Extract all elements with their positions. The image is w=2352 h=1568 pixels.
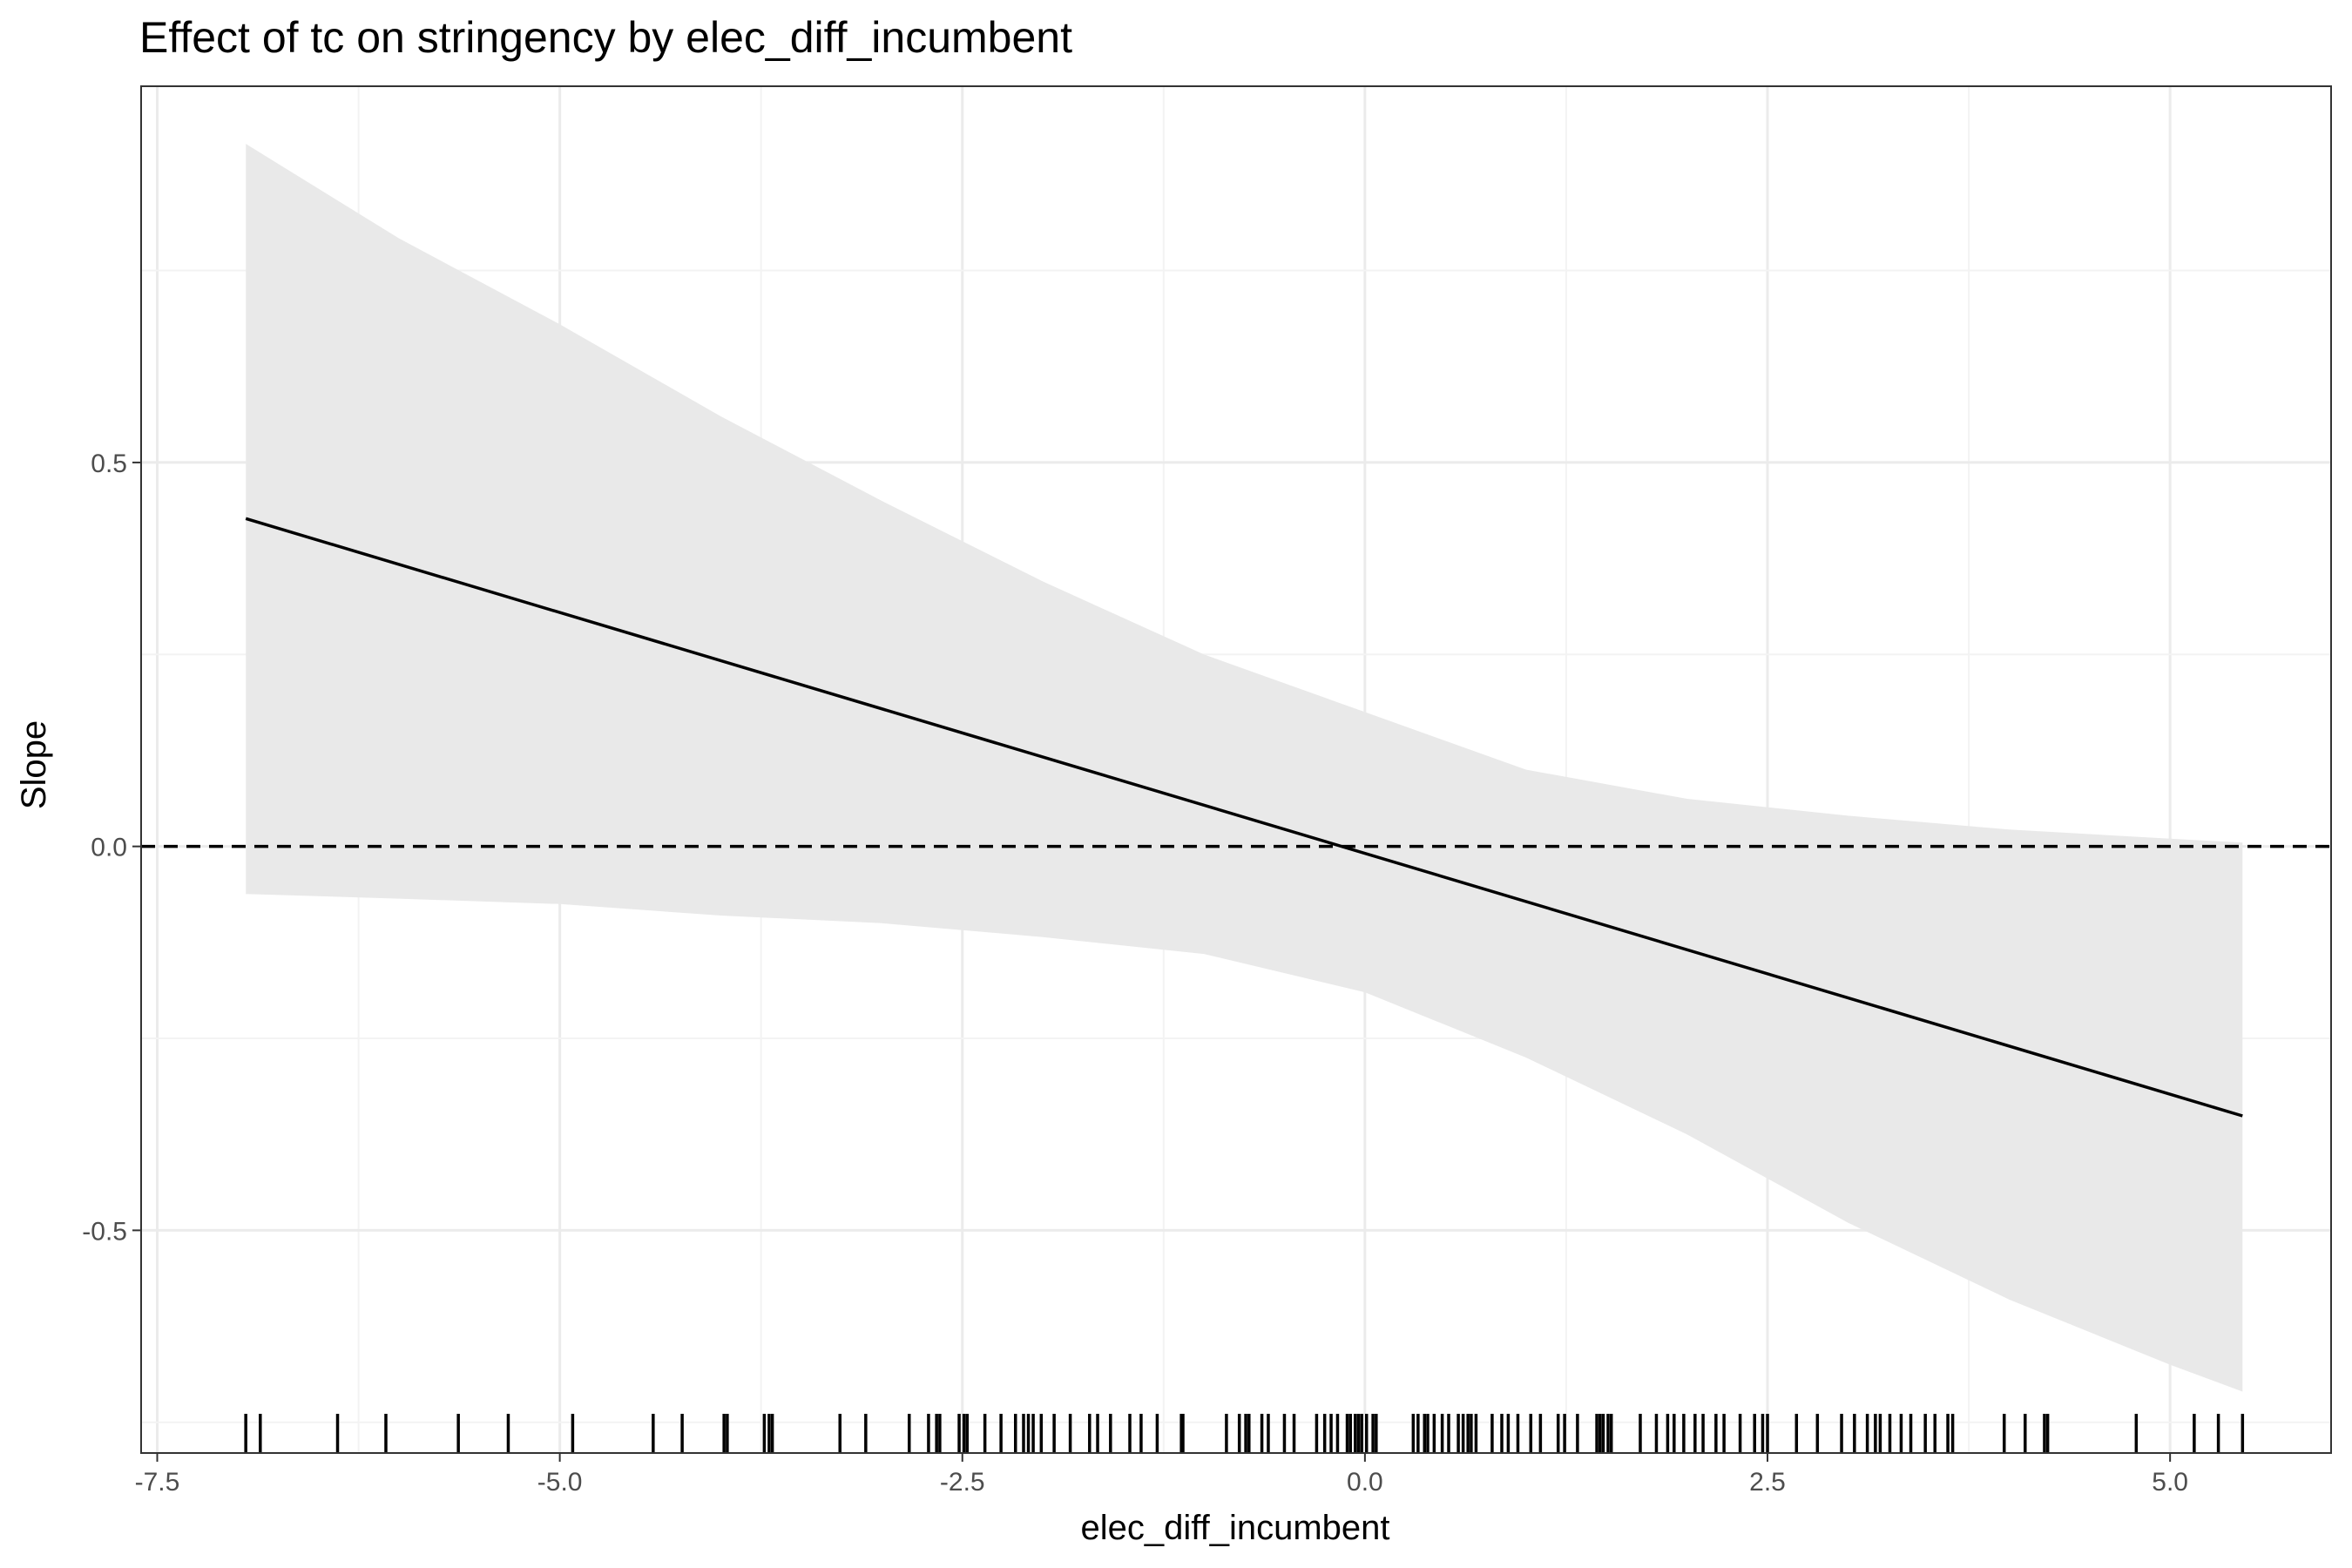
- slope-series: [245, 517, 2243, 1118]
- confidence-band: [246, 144, 2243, 1392]
- x-tick-label: -5.0: [537, 1468, 583, 1497]
- y-axis-title: Slope: [15, 720, 53, 809]
- x-tick-label: -2.5: [940, 1468, 985, 1497]
- x-axis-title: elec_diff_incumbent: [1080, 1509, 1389, 1547]
- x-tick-label: 5.0: [2152, 1468, 2188, 1497]
- x-tick-label: -7.5: [135, 1468, 180, 1497]
- chart-title: Effect of tc on stringency by elec_diff_…: [139, 13, 1072, 62]
- y-tick-label: 0.0: [91, 834, 127, 862]
- slope-line: [245, 517, 2243, 1118]
- rug-marks: [244, 1414, 2245, 1453]
- y-tick-label: -0.5: [82, 1217, 127, 1246]
- confidence-band-area: [246, 144, 2243, 1392]
- axes: -7.5 -5.0 -2.5 0.0 2.5 5.0 -0.5 0.0 0.5: [82, 449, 2188, 1497]
- x-tick-label: 2.5: [1749, 1468, 1786, 1497]
- x-tick-label: 0.0: [1347, 1468, 1383, 1497]
- y-tick-label: 0.5: [91, 449, 127, 478]
- plot-panel-border: [140, 85, 2332, 1454]
